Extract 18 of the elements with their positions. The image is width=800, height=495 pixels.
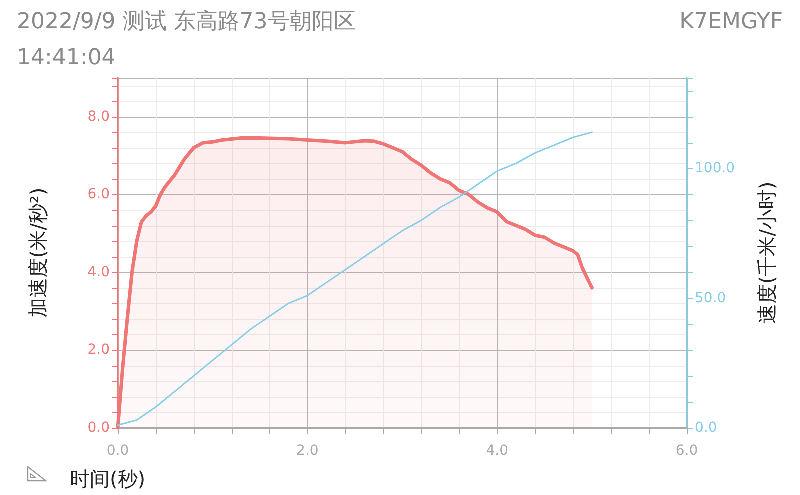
y-tick-label: 6.0 [88, 186, 110, 203]
y-axis-title: 加速度(米/秒²) [26, 188, 50, 318]
chart-subtitle: 14:41:04 [17, 46, 116, 70]
y-tick-label: 0.0 [88, 420, 110, 436]
x-tick-label: 2.0 [296, 443, 319, 459]
y-tick-label: 8.0 [88, 108, 110, 125]
y2-tick-label: 50.0 [695, 290, 726, 306]
y-tick-label: 2.0 [88, 342, 110, 358]
x-tick-label: 0.0 [106, 443, 130, 459]
text: K7EMGYF [680, 10, 784, 34]
x-tick-label: 4.0 [486, 443, 508, 459]
y2-tick-label: 100.0 [695, 160, 736, 177]
x-tick-label: 6.0 [676, 443, 698, 459]
x-axis-title: 时间(秒) [70, 467, 146, 491]
y-tick-label: 4.0 [88, 264, 110, 280]
y2-tick-label: 0.0 [695, 420, 718, 436]
chart-title: 2022/9/9 测试 东高路73号朝阳区 [17, 10, 356, 34]
y2-axis-title: 速度(千米/小时) [755, 182, 779, 324]
